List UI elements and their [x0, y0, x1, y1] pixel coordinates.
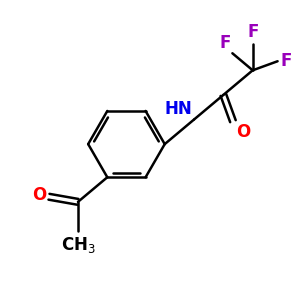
Text: F: F — [280, 52, 292, 70]
Text: CH$_3$: CH$_3$ — [61, 235, 95, 255]
Text: F: F — [247, 23, 258, 41]
Text: O: O — [32, 186, 46, 204]
Text: O: O — [236, 123, 250, 141]
Text: F: F — [220, 34, 231, 52]
Text: HN: HN — [165, 100, 193, 118]
